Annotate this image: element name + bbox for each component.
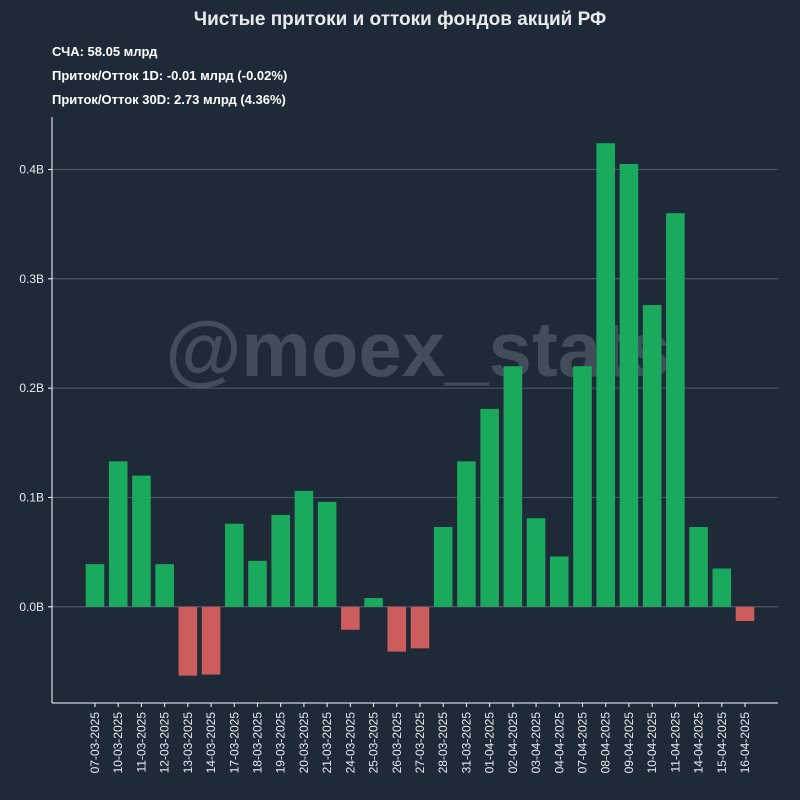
bar <box>619 164 639 607</box>
y-tick-label: 0.1B <box>19 490 44 504</box>
x-tick-label: 16-04-2025 <box>738 712 752 774</box>
bar <box>526 518 546 607</box>
bar <box>642 305 662 607</box>
info-aum: СЧА: 58.05 млрд <box>52 44 158 59</box>
x-tick-label: 15-04-2025 <box>715 712 729 774</box>
x-tick-label: 20-03-2025 <box>297 712 311 774</box>
bar <box>364 598 383 607</box>
bar <box>341 606 360 630</box>
x-tick-label: 21-03-2025 <box>320 712 334 774</box>
bar <box>666 213 685 607</box>
axes-layer <box>48 117 778 707</box>
x-tick-label: 25-03-2025 <box>367 712 381 774</box>
bar <box>735 606 755 622</box>
bar <box>201 606 221 675</box>
x-tick-label: 02-04-2025 <box>506 712 520 774</box>
bar <box>573 366 592 607</box>
bar <box>294 490 314 607</box>
x-tick-label: 14-04-2025 <box>692 712 706 774</box>
x-tick-label: 11-04-2025 <box>668 712 682 773</box>
y-tick-label: 0.4B <box>19 162 44 176</box>
x-tick-label: 13-03-2025 <box>181 712 195 774</box>
bar <box>317 501 337 607</box>
bar <box>271 514 290 607</box>
x-tick-label: 26-03-2025 <box>390 712 404 774</box>
x-tick-label: 11-03-2025 <box>134 712 148 773</box>
info-flow-1d: Приток/Отток 1D: -0.01 млрд (-0.02%) <box>52 68 288 83</box>
y-tick-label: 0.0B <box>19 600 44 614</box>
ticks-layer: 0.0B 0.1B 0.2B 0.3B 0.4B 07-03-2025 10-03-2025… <box>19 162 752 773</box>
bar <box>248 560 267 607</box>
x-tick-label: 01-04-2025 <box>483 712 497 774</box>
x-tick-label: 18-03-2025 <box>251 712 265 774</box>
bar <box>689 526 708 607</box>
watermark: @moex_stats <box>165 305 670 393</box>
bar <box>550 556 569 607</box>
x-tick-label: 27-03-2025 <box>413 712 427 774</box>
y-tick-label: 0.2B <box>19 381 44 395</box>
bar <box>596 143 615 607</box>
x-tick-label: 24-03-2025 <box>343 712 357 774</box>
bar <box>503 366 523 607</box>
x-tick-label: 12-03-2025 <box>158 712 172 774</box>
bar <box>387 606 407 652</box>
x-tick-label: 17-03-2025 <box>227 712 241 774</box>
x-tick-label: 08-04-2025 <box>599 712 613 774</box>
bar <box>225 523 244 607</box>
bars-layer <box>85 143 755 676</box>
bar <box>480 408 499 607</box>
x-tick-label: 28-03-2025 <box>436 712 450 774</box>
info-flow-30d: Приток/Отток 30D: 2.73 млрд (4.36%) <box>52 92 286 107</box>
x-tick-label: 07-04-2025 <box>576 712 590 774</box>
bar <box>132 475 151 607</box>
x-tick-label: 19-03-2025 <box>274 712 288 774</box>
bar <box>712 568 732 607</box>
x-tick-label: 07-03-2025 <box>88 712 102 774</box>
bar <box>85 564 105 607</box>
x-tick-label: 03-04-2025 <box>529 712 543 774</box>
bar <box>457 461 476 607</box>
chart-title: Чистые притоки и оттоки фондов акций РФ <box>193 9 607 30</box>
bar <box>433 526 453 607</box>
bar <box>155 564 174 607</box>
bar <box>108 461 128 607</box>
x-tick-label: 04-04-2025 <box>552 712 566 774</box>
x-tick-label: 09-04-2025 <box>622 712 636 774</box>
bar <box>178 606 198 676</box>
y-tick-label: 0.3B <box>19 272 44 286</box>
x-tick-label: 10-04-2025 <box>645 712 659 774</box>
x-tick-label: 14-03-2025 <box>204 712 218 774</box>
bar <box>410 606 430 649</box>
x-tick-label: 31-03-2025 <box>459 712 473 774</box>
x-tick-label: 10-03-2025 <box>111 712 125 774</box>
